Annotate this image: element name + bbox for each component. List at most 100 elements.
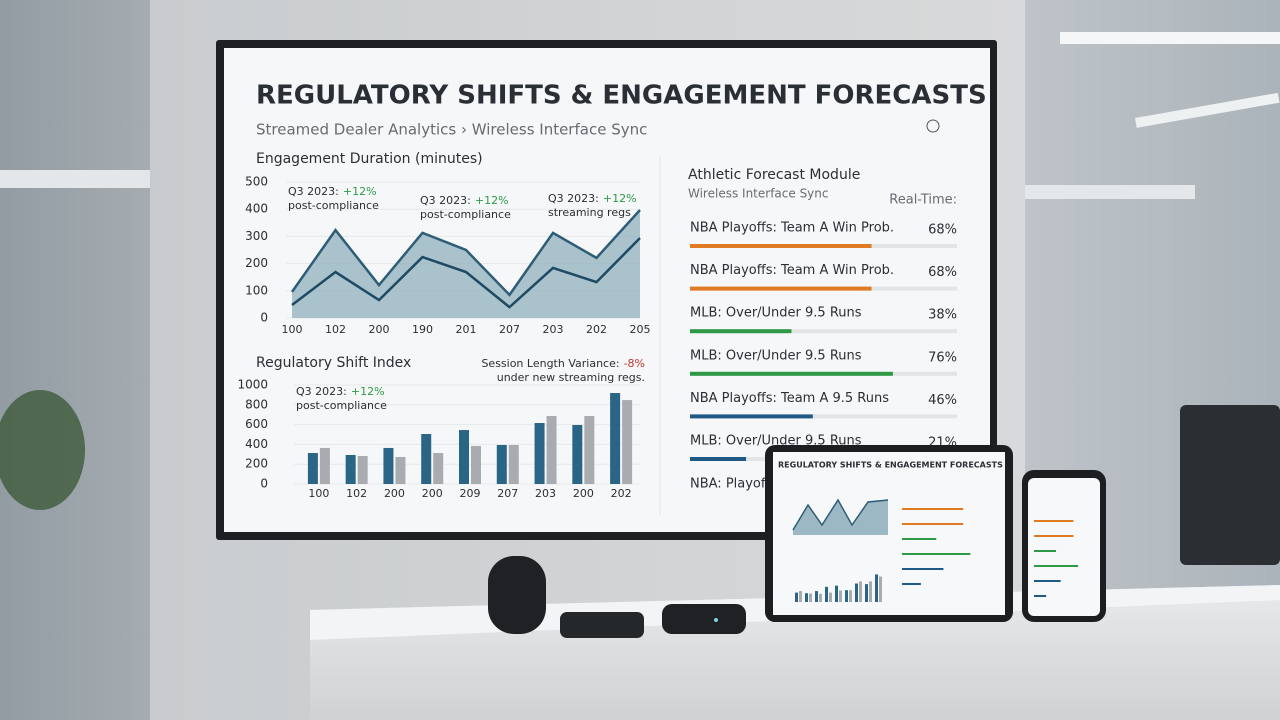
x-tick-label: 102 xyxy=(346,487,367,500)
wearable-band xyxy=(488,556,546,634)
phone xyxy=(1022,470,1106,622)
y-tick-label: 600 xyxy=(245,417,268,431)
bar xyxy=(534,423,545,484)
tablet-mini-bar xyxy=(825,586,828,602)
row-label: MLB: Over/Under 9.5 Runs xyxy=(690,306,862,321)
row-label: NBA Playoffs: Team A Win Prob. xyxy=(690,221,894,236)
tablet-mini-chart xyxy=(793,500,888,535)
phone-mini-bar xyxy=(1034,580,1061,582)
y-tick-label: 400 xyxy=(245,437,268,451)
annotation-label: Q3 2023: xyxy=(288,185,339,198)
x-tick-label: 200 xyxy=(384,487,405,500)
chart-title: Regulatory Shift Index xyxy=(256,355,411,371)
y-tick-label: 800 xyxy=(245,397,268,411)
background-monitor xyxy=(1180,405,1280,565)
tablet-mini-bar xyxy=(815,591,818,602)
bar xyxy=(610,393,621,484)
row-value: 38% xyxy=(928,308,957,323)
row-bar xyxy=(690,286,872,291)
area-fill xyxy=(292,210,640,318)
tablet-mini-bar xyxy=(879,576,882,602)
row-bar xyxy=(690,414,813,419)
tablet-mini-bar xyxy=(859,581,862,602)
annotation: Q3 2023: +12% xyxy=(420,194,509,207)
tablet-mini-bar xyxy=(845,590,848,602)
annotation-note: under new streaming regs. xyxy=(497,371,645,384)
module-title: Athletic Forecast Module xyxy=(688,167,860,183)
x-tick-label: 200 xyxy=(573,487,594,500)
tablet-mini-bar xyxy=(829,592,832,602)
bar xyxy=(546,415,557,484)
bar xyxy=(421,434,432,484)
row-bar xyxy=(690,244,872,248)
y-tick-label: 200 xyxy=(245,256,268,270)
annotation-note: post-compliance xyxy=(420,208,511,221)
phone-mini-bar xyxy=(1034,535,1074,537)
y-tick-label: 100 xyxy=(245,283,268,297)
annotation: Q3 2023: +12% xyxy=(288,185,377,198)
tablet-mini-bar xyxy=(902,583,921,585)
y-tick-label: 1000 xyxy=(237,378,268,392)
tablet-mini-bar xyxy=(835,585,838,602)
x-tick-label: 100 xyxy=(308,487,329,500)
annotation: Q3 2023: +12% xyxy=(296,385,385,398)
tablet-mini-bar xyxy=(902,538,937,540)
tablet-mini-line xyxy=(792,498,889,531)
bar xyxy=(433,453,444,484)
row-label: MLB: Over/Under 9.5 Runs xyxy=(690,434,862,449)
tablet-mini-bar xyxy=(849,590,852,602)
row-value: 46% xyxy=(928,393,957,408)
bar xyxy=(345,454,356,484)
x-tick-label: 100 xyxy=(282,323,303,336)
bar xyxy=(572,424,583,484)
y-tick-label: 0 xyxy=(260,311,268,325)
bar xyxy=(319,447,330,484)
annotation-change: +12% xyxy=(475,194,509,207)
x-tick-label: 203 xyxy=(535,487,556,500)
phone-mini-bar xyxy=(1034,550,1057,552)
y-tick-label: 500 xyxy=(245,175,268,189)
row-label: MLB: Over/Under 9.5 Runs xyxy=(690,348,862,363)
bar xyxy=(496,444,507,484)
line xyxy=(291,237,641,309)
x-tick-label: 202 xyxy=(586,323,607,336)
row-value: 68% xyxy=(928,265,957,280)
tablet-mini-bar xyxy=(805,593,808,602)
bar xyxy=(622,400,633,484)
y-tick-label: 400 xyxy=(245,202,268,216)
annotation: Q3 2023: +12% xyxy=(548,192,637,205)
annotation: Session Length Variance: -8% xyxy=(481,357,645,370)
dashboard-subtitle: Streamed Dealer Analytics › Wireless Int… xyxy=(256,121,647,139)
x-tick-label: 209 xyxy=(460,487,481,500)
annotation-change: +12% xyxy=(603,192,637,205)
phone-mini-bar xyxy=(1034,520,1074,522)
row-bar xyxy=(690,371,893,376)
bar xyxy=(395,456,406,484)
bar xyxy=(584,415,595,484)
row-value: 68% xyxy=(928,223,957,238)
annotation-note: post-compliance xyxy=(288,199,379,212)
bar xyxy=(383,447,394,484)
phone-mini-bar xyxy=(1034,565,1079,567)
tablet-mini-bar xyxy=(902,553,971,555)
line xyxy=(290,209,641,297)
tablet-mini-bar xyxy=(902,523,964,525)
tablet-mini-bar xyxy=(865,584,868,602)
chart-title: Engagement Duration (minutes) xyxy=(256,151,483,167)
info-icon[interactable] xyxy=(926,119,940,133)
phone-mini-bar xyxy=(1034,595,1047,597)
tablet-title: REGULATORY SHIFTS & ENGAGEMENT FORECASTS xyxy=(778,461,1003,470)
x-tick-label: 190 xyxy=(412,323,433,336)
annotation-note: post-compliance xyxy=(296,399,387,412)
row-track xyxy=(690,329,957,334)
annotation-label: Q3 2023: xyxy=(548,192,599,205)
annotation-label: Q3 2023: xyxy=(296,385,347,398)
row-label: NBA Playoffs: Team A Win Prob. xyxy=(690,263,894,278)
tablet-mini-bar xyxy=(839,590,842,602)
bar xyxy=(459,430,469,484)
module-subtitle: Wireless Interface Sync xyxy=(688,187,828,201)
ceiling-light xyxy=(1060,32,1280,44)
tablet-mini-bar xyxy=(869,581,872,602)
x-tick-label: 205 xyxy=(630,323,651,336)
